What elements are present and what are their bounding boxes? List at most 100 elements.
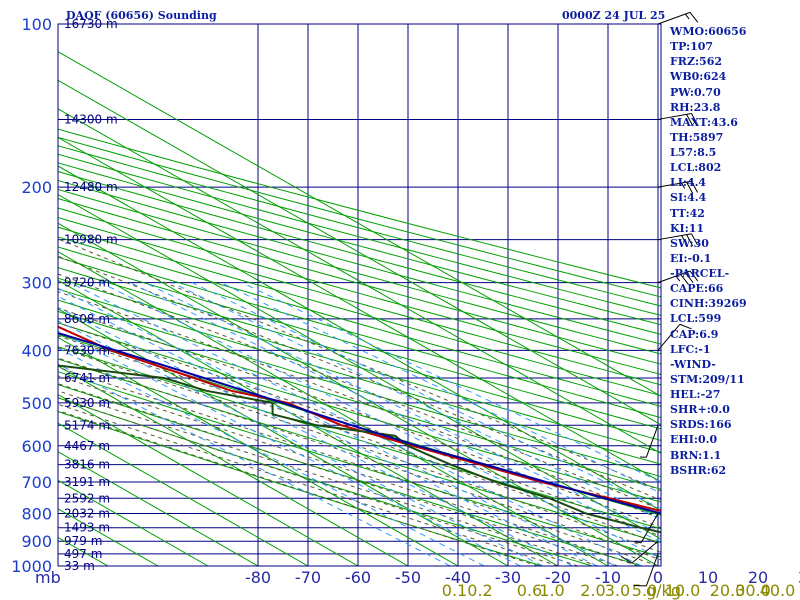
isotherm-line — [58, 393, 359, 566]
wind-barb-flag — [679, 323, 692, 330]
index-item: CAP:6.9 — [670, 327, 719, 341]
wind-barb-flag — [680, 274, 689, 285]
wind-barb-flag — [691, 181, 698, 193]
height-label: 14300 m — [64, 112, 118, 126]
dewpoint-curve — [58, 364, 661, 534]
index-item: LFC:-1 — [670, 342, 711, 356]
height-label: 1493 m — [64, 521, 110, 535]
dry-adiabat — [58, 256, 661, 430]
dry-adiabat — [58, 171, 661, 335]
moist-adiabat — [58, 238, 661, 492]
mixing-ratio-line — [58, 287, 616, 566]
mixing-ratio-label: 40.0 — [760, 581, 796, 600]
index-item: -PARCEL- — [670, 267, 730, 280]
wind-barb-staff — [657, 180, 692, 188]
wind-barb-flag — [691, 113, 698, 125]
chart-title: DAOF (60656) Sounding — [66, 9, 217, 22]
dry-adiabat — [58, 188, 661, 355]
wind-barb-flag — [689, 12, 699, 23]
wind-barb — [640, 425, 659, 458]
height-label: 6741 m — [64, 371, 110, 385]
wind-barb-half-flag — [634, 541, 642, 544]
mixing-ratio-label: 30.0 — [735, 581, 771, 600]
mixing-ratio-line — [100, 282, 661, 559]
temperature-tick-label: 20 — [748, 568, 768, 587]
dry-adiabat — [58, 136, 661, 298]
moist-adiabat — [58, 403, 559, 566]
mixing-ratio-label: 1.0 — [539, 581, 564, 600]
temperature-tick-label: -20 — [545, 568, 571, 587]
dry-adiabat — [58, 226, 661, 397]
index-item: L57:8.5 — [670, 146, 717, 159]
moist-adiabat — [58, 375, 639, 566]
parcel-curve — [58, 332, 661, 515]
pressure-tick-label: 1000 — [11, 557, 52, 576]
dry-adiabat — [58, 216, 661, 386]
wind-barb — [657, 270, 699, 285]
index-item: EHI:0.0 — [670, 433, 718, 447]
index-item: LCL:599 — [670, 312, 722, 326]
height-label: 2032 m — [64, 506, 110, 520]
pressure-tick-label: 800 — [21, 504, 52, 523]
wind-barb — [620, 540, 659, 564]
dry-adiabat — [58, 145, 661, 307]
mixing-ratio-line — [191, 282, 661, 510]
pressure-tick-label: 200 — [21, 178, 52, 197]
height-label: 3191 m — [64, 475, 110, 489]
pressure-tick-label: 900 — [21, 532, 52, 551]
dry-adiabat — [58, 371, 661, 558]
temperature-tick-label: 10 — [698, 568, 718, 587]
wind-barb — [633, 553, 659, 587]
wind-barb — [657, 323, 692, 351]
index-item: SRDS:166 — [670, 418, 732, 432]
mixing-ratio-label: 0.1 — [442, 581, 467, 600]
height-label: 5930 m — [64, 396, 110, 410]
mixing-ratio-label: 10.0 — [665, 581, 701, 600]
dry-adiabat — [58, 410, 543, 566]
index-item: LI:4.4 — [670, 176, 707, 190]
wind-barb-flag — [689, 270, 699, 282]
wind-barb-flag — [691, 233, 698, 246]
index-item: TT:42 — [670, 206, 705, 220]
indices-panel: WMO:60656 TP:107 FRZ:562 WB0:624 PW:0.70 RH:2… — [670, 24, 798, 478]
moist-adiabat — [58, 366, 659, 566]
temperature-curve — [58, 325, 661, 513]
isotherm-line — [58, 251, 609, 566]
dry-adiabat — [58, 207, 661, 375]
temperature-tick-label: -10 — [595, 568, 621, 587]
index-item: BSHR:62 — [670, 463, 727, 477]
pressure-tick-label: 500 — [21, 394, 52, 413]
height-label: 10980 m — [64, 233, 118, 247]
pressure-tick-label: 300 — [21, 274, 52, 293]
dry-adiabat — [58, 384, 643, 566]
mixing-ratio-label: 0.6 — [517, 581, 542, 600]
index-item: RH:23.8 — [670, 100, 721, 114]
isotherm-line — [58, 308, 509, 566]
y-axis-unit-label: mb — [35, 568, 61, 587]
index-item: -WIND- — [670, 357, 716, 371]
isotherm-line — [58, 165, 661, 512]
temperature-tick-label: -40 — [445, 568, 471, 587]
plot-frame — [57, 23, 662, 567]
mixing-ratio-label: 20.0 — [710, 581, 746, 600]
mixing-ratio-line — [171, 282, 661, 520]
wind-barb — [657, 11, 699, 25]
wind-barb-staff — [657, 233, 692, 241]
wind-barb — [657, 180, 698, 194]
index-item: WB0:624 — [670, 70, 727, 84]
temperature-tick-label: 0 — [653, 568, 663, 587]
isotherm-line — [58, 79, 661, 426]
isotherm-line — [58, 451, 259, 566]
temperature-tick-label: 30 — [798, 568, 800, 587]
temperature-tick-label: -60 — [345, 568, 371, 587]
wind-barb-flag — [620, 556, 633, 564]
wind-barb-flag — [684, 272, 694, 283]
wind-barb-flag — [686, 234, 694, 247]
wind-barb — [657, 113, 698, 126]
wind-barb — [634, 513, 659, 544]
height-label: 2592 m — [64, 491, 110, 505]
index-item: EI:-0.1 — [670, 251, 712, 265]
sounding-time: 0000Z 24 JUL 25 — [562, 9, 666, 22]
dry-adiabat — [58, 179, 661, 345]
